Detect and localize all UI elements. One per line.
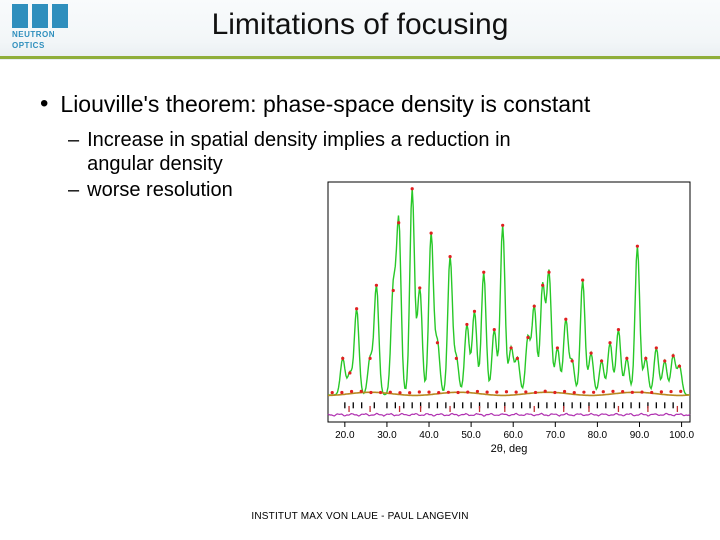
svg-text:70.0: 70.0 xyxy=(546,430,566,441)
title-underline xyxy=(0,56,720,59)
svg-text:50.0: 50.0 xyxy=(461,430,481,441)
bullet-l2-line1: Increase in spatial density implies a re… xyxy=(87,129,511,151)
svg-text:40.0: 40.0 xyxy=(419,430,439,441)
bullet-l2-line2: angular density xyxy=(87,153,223,175)
svg-text:60.0: 60.0 xyxy=(503,430,523,441)
diffraction-chart: 20.0 30.0 40.0 50.0 60.0 70.0 80.0 90.0 100.0 2θ,… xyxy=(300,176,700,456)
footer: INSTITUT MAX VON LAUE - PAUL LANGEVIN xyxy=(0,511,720,522)
bullet-l2-text: worse resolution xyxy=(87,178,233,202)
svg-text:90.0: 90.0 xyxy=(630,430,650,441)
bullet-dash-icon: – xyxy=(68,178,79,202)
bullet-l2-text: Increase in spatial density implies a re… xyxy=(87,128,511,176)
bullet-l2: – Increase in spatial density implies a … xyxy=(68,128,680,176)
header: NEUTRON OPTICS Limitations of focusing xyxy=(0,0,720,60)
logo-text-2: OPTICS xyxy=(12,41,78,50)
svg-text:80.0: 80.0 xyxy=(588,430,608,441)
bullet-dash-icon: – xyxy=(68,128,79,152)
svg-text:2θ, deg: 2θ, deg xyxy=(491,443,528,455)
bullet-dot-icon: • xyxy=(40,90,48,118)
svg-text:100.0: 100.0 xyxy=(669,430,694,441)
bullet-l1: • Liouville's theorem: phase-space densi… xyxy=(40,90,680,118)
bullet-l1-text: Liouville's theorem: phase-space density… xyxy=(60,90,590,118)
svg-text:30.0: 30.0 xyxy=(377,430,397,441)
svg-text:20.0: 20.0 xyxy=(335,430,355,441)
page-title: Limitations of focusing xyxy=(0,8,720,42)
